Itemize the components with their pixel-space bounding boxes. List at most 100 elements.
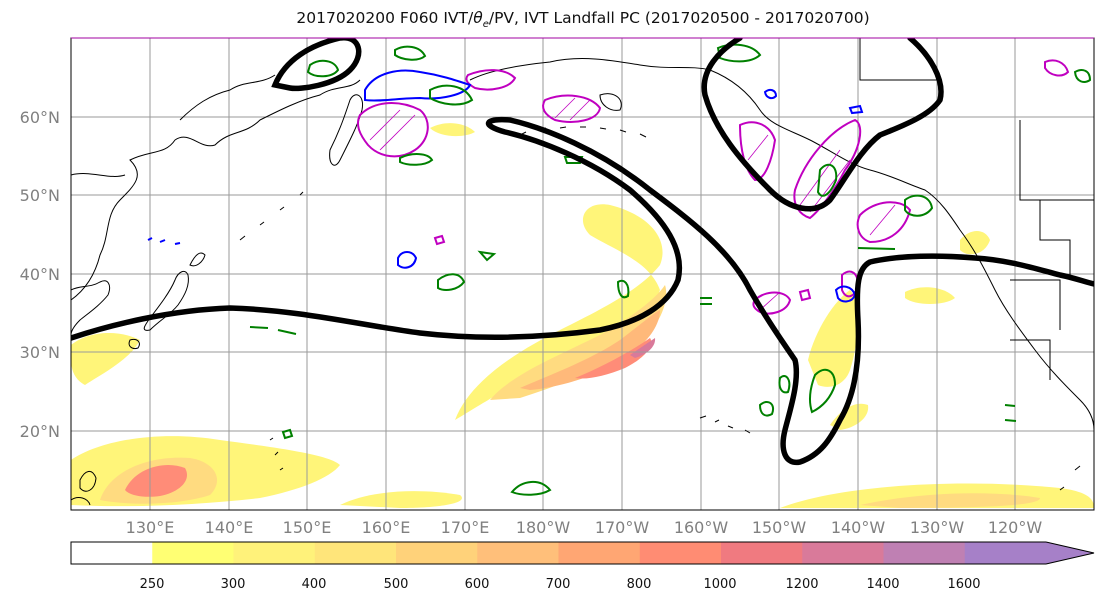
pv-kamchatka xyxy=(357,102,429,158)
lon-label-130e: 130°E xyxy=(126,518,175,537)
te-14 xyxy=(249,326,297,335)
te-15 xyxy=(477,250,497,262)
pv-canada xyxy=(1044,59,1070,77)
lon-label-140e: 140°E xyxy=(205,518,254,537)
figure-title: 2017020200 F060 IVT/θe/PV, IVT Landfall … xyxy=(296,9,870,31)
colorbar-segment xyxy=(396,542,478,564)
cb-label-1600: 1600 xyxy=(947,577,980,592)
colorbar-segment xyxy=(477,542,559,564)
lon-label-120w: 120°W xyxy=(988,518,1043,537)
coast-marianas xyxy=(269,437,284,471)
border-canada-us xyxy=(1019,120,1094,201)
ivt-patch-1 xyxy=(430,123,475,137)
cb-label-500: 500 xyxy=(384,577,409,592)
lon-label-180w: 180°W xyxy=(516,518,571,537)
pv-coast xyxy=(856,201,912,244)
cb-label-250: 250 xyxy=(140,577,165,592)
colorbar-segments xyxy=(71,542,1047,564)
colorbar-segment xyxy=(964,542,1047,564)
longitude-labels: 130°E 140°E 150°E 160°E 170°E 180°W 170°… xyxy=(126,518,1043,537)
pv-blue-3 xyxy=(763,88,778,100)
coast-asia xyxy=(71,79,361,301)
lat-label-30n: 30°N xyxy=(20,343,60,362)
te-10 xyxy=(778,374,791,394)
border-states-2 xyxy=(1010,279,1061,330)
te-13 xyxy=(510,481,552,496)
ivt-plume-core xyxy=(575,338,652,379)
cb-label-300: 300 xyxy=(221,577,246,592)
jet-north-east xyxy=(701,38,944,212)
ivt-landfall-pc-contour xyxy=(71,38,1094,466)
coast-islands xyxy=(71,497,91,506)
jet-north-west xyxy=(271,38,362,92)
te-20 xyxy=(857,247,896,250)
te-8 xyxy=(904,194,934,217)
cb-label-800: 800 xyxy=(627,577,652,592)
colorbar-labels: 250 300 400 500 600 700 800 1000 1200 14… xyxy=(140,577,981,592)
cb-label-600: 600 xyxy=(465,577,490,592)
coast-alaska-island xyxy=(599,93,622,111)
jet-main xyxy=(71,116,1094,466)
pv-blue-5 xyxy=(147,237,181,245)
ivt-patch-3 xyxy=(905,287,955,304)
te-1 xyxy=(306,59,340,78)
colorbar-outline xyxy=(70,541,1046,565)
colorbar-segment xyxy=(71,542,153,564)
ivt-japan xyxy=(71,333,140,385)
ivt-tropics-east-mid xyxy=(860,493,1040,508)
lat-label-40n: 40°N xyxy=(20,265,60,284)
theta-e-contours xyxy=(249,43,1092,496)
colorbar: 250 300 400 500 600 700 800 1000 1200 14… xyxy=(70,541,1095,592)
colorbar-segment xyxy=(721,542,803,564)
te-19 xyxy=(1073,69,1092,83)
coast-namerica xyxy=(869,169,1094,431)
coast-korea xyxy=(71,280,111,336)
lon-label-170e: 170°E xyxy=(441,518,490,537)
lon-label-150e: 150°E xyxy=(283,518,332,537)
cb-label-1200: 1200 xyxy=(785,577,818,592)
cb-label-1000: 1000 xyxy=(703,577,736,592)
lon-label-140w: 140°W xyxy=(831,518,886,537)
coast-kamchatka xyxy=(329,94,364,166)
colorbar-segment xyxy=(152,542,234,564)
colorbar-arrow-outline xyxy=(1045,541,1095,565)
ivt-plume-outer xyxy=(455,204,663,420)
te-3 xyxy=(429,84,474,106)
colorbar-segment xyxy=(802,542,884,564)
border-states-1 xyxy=(1039,200,1071,280)
colorbar-segment xyxy=(558,542,641,564)
lon-label-170w: 170°W xyxy=(595,518,650,537)
te-18 xyxy=(281,428,294,440)
lon-label-160w: 160°W xyxy=(674,518,729,537)
coast-japan-kyushu xyxy=(128,339,140,349)
cb-label-700: 700 xyxy=(546,577,571,592)
pv-blue-north xyxy=(364,69,472,102)
te-17 xyxy=(1004,404,1017,422)
pv-bering xyxy=(542,94,602,123)
coast-mexico xyxy=(1059,465,1081,491)
pv-hatching xyxy=(369,97,896,311)
lat-label-50n: 50°N xyxy=(20,186,60,205)
ivt-tropics-west-core xyxy=(125,464,188,497)
te-9 xyxy=(616,279,630,299)
pv-north xyxy=(465,69,517,91)
ivt-east-plume xyxy=(808,290,858,387)
te-21 xyxy=(700,297,712,305)
latitude-labels: 60°N 50°N 40°N 30°N 20°N xyxy=(20,108,60,441)
te-12 xyxy=(758,401,774,417)
te-7 xyxy=(816,163,838,197)
coast-siberia xyxy=(179,74,276,121)
pv-mid xyxy=(752,291,792,315)
ivt-tropics-mid xyxy=(340,491,462,508)
ivt-patch-2 xyxy=(960,231,990,255)
pv-gulf-2 xyxy=(793,118,862,220)
lat-label-60n: 60°N xyxy=(20,108,60,127)
border-alaska xyxy=(859,38,940,81)
cb-label-400: 400 xyxy=(302,577,327,592)
te-4 xyxy=(399,153,434,166)
lon-label-130w: 130°W xyxy=(910,518,965,537)
pv-blue-4 xyxy=(848,104,864,115)
coast-kurils xyxy=(239,191,304,241)
te-11 xyxy=(808,368,837,414)
